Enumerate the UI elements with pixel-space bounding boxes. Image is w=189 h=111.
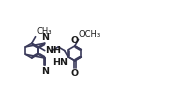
Text: O: O — [71, 69, 79, 78]
Text: CH₃: CH₃ — [36, 27, 52, 36]
Text: OCH₃: OCH₃ — [79, 30, 101, 39]
Text: O: O — [70, 36, 79, 45]
Text: NH: NH — [45, 46, 61, 55]
Text: HN: HN — [52, 58, 68, 67]
Text: N: N — [41, 67, 49, 76]
Text: N: N — [41, 33, 49, 42]
